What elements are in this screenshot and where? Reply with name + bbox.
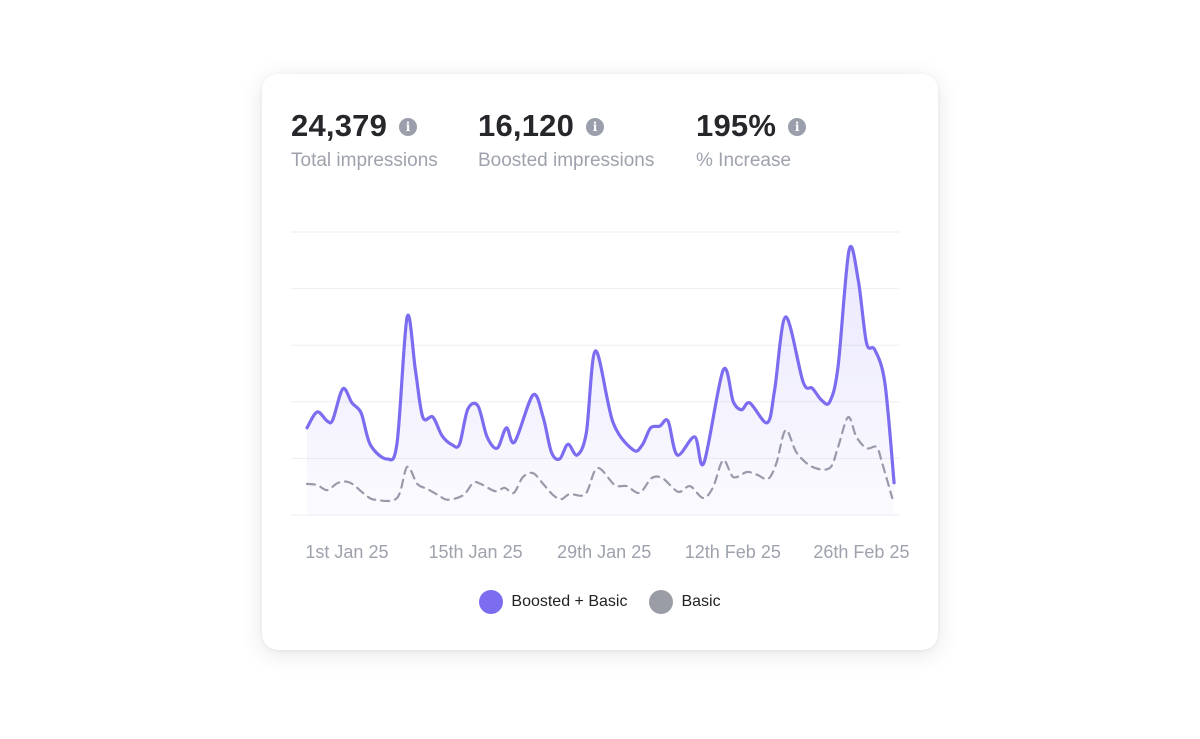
info-icon[interactable]: i — [399, 117, 418, 136]
series-line-0 — [305, 245, 896, 485]
series-layer — [305, 245, 896, 515]
legend-swatch — [479, 590, 504, 614]
stat-boosted-impressions: 16,120 i Boosted impressions — [478, 108, 654, 172]
legend-label: Basic — [681, 593, 721, 610]
legend-item-boosted-basic[interactable]: Boosted + Basic — [479, 590, 627, 614]
impressions-card: 24,379 i Total impressions 16,120 i Boos… — [262, 74, 938, 650]
x-tick-label: 26th Feb 25 — [813, 542, 909, 562]
info-icon[interactable]: i — [586, 117, 605, 136]
info-icon[interactable]: i — [788, 117, 807, 136]
x-tick-label: 12th Feb 25 — [685, 542, 781, 562]
stat-percent-increase: 195% i % Increase — [696, 108, 807, 172]
impressions-line-chart: 1st Jan 25 15th Jan 25 29th Jan 25 12th Feb… — [291, 231, 909, 562]
x-tick-label: 29th Jan 25 — [557, 542, 651, 562]
stat-value: 24,379 — [291, 108, 388, 143]
series-area-0 — [307, 246, 895, 515]
x-axis-labels: 1st Jan 25 15th Jan 25 29th Jan 25 12th Feb… — [305, 542, 909, 562]
stat-label: Boosted impressions — [478, 150, 655, 171]
stat-total-impressions: 24,379 i Total impressions — [291, 108, 438, 172]
stat-label: Total impressions — [291, 150, 438, 171]
x-tick-label: 15th Jan 25 — [429, 542, 523, 562]
chart-legend: Boosted + Basic Basic — [262, 590, 938, 614]
legend-item-basic[interactable]: Basic — [649, 590, 721, 614]
stat-label: % Increase — [696, 150, 792, 171]
legend-label: Boosted + Basic — [511, 593, 628, 610]
stat-value: 195% — [696, 108, 777, 143]
stat-value: 16,120 — [478, 108, 575, 143]
x-tick-label: 1st Jan 25 — [305, 542, 388, 562]
legend-swatch — [649, 590, 674, 614]
